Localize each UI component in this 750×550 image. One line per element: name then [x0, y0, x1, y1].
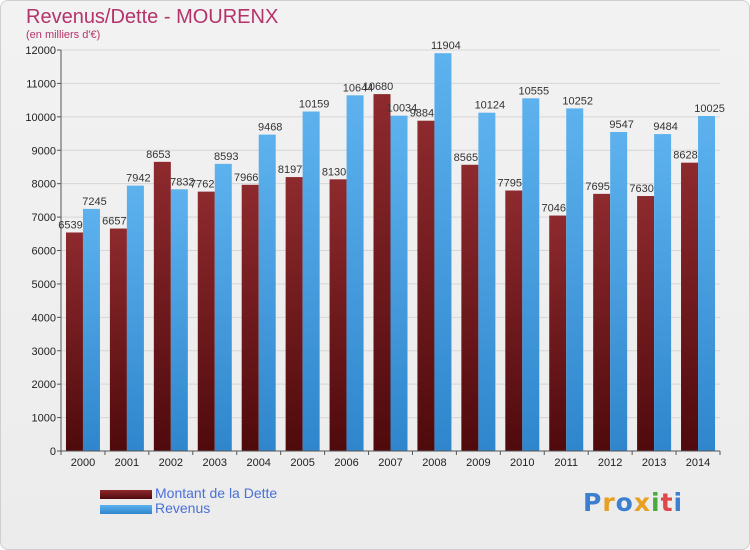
data-label-revenus: 10555: [519, 85, 550, 97]
data-label-revenus: 11904: [431, 40, 461, 52]
data-label-dette: 7630: [629, 183, 653, 195]
data-label-dette: 8628: [673, 150, 697, 162]
data-label-dette: 7762: [190, 179, 214, 191]
x-tick-label: 2012: [598, 457, 622, 469]
bar-dette: [593, 193, 611, 451]
y-tick-label: 11000: [26, 78, 56, 90]
bar-dette: [417, 120, 435, 452]
y-tick-label: 4000: [32, 312, 56, 324]
bar-dette: [681, 162, 699, 451]
y-tick-label: 0: [50, 446, 56, 458]
proxiti-logo: Proxiti: [583, 488, 684, 517]
bar-dette: [505, 190, 523, 451]
data-label-revenus: 9484: [653, 121, 677, 133]
data-label-revenus: 7245: [82, 196, 106, 208]
data-label-revenus: 10252: [562, 95, 593, 107]
x-tick-label: 2004: [246, 457, 270, 469]
data-label-revenus: 10124: [475, 100, 506, 112]
y-tick-label: 6000: [32, 246, 56, 258]
data-label-revenus: 8593: [214, 151, 238, 163]
data-label-revenus: 7942: [126, 173, 150, 185]
bar-dette: [461, 164, 479, 451]
y-tick-label: 3000: [32, 346, 56, 358]
data-label-dette: 6539: [58, 219, 82, 231]
bar-dette: [637, 196, 655, 451]
legend-label-dette: Montant de la Dette: [155, 485, 278, 501]
bar-revenus: [214, 163, 232, 451]
y-tick-label: 10000: [25, 112, 56, 124]
data-label-dette: 7695: [585, 181, 609, 193]
x-tick-label: 2003: [203, 457, 227, 469]
y-tick-label: 12000: [25, 45, 56, 57]
bar-revenus: [654, 134, 672, 451]
bar-dette: [109, 228, 127, 451]
legend-label-revenus: Revenus: [155, 500, 211, 516]
bar-revenus: [82, 208, 100, 451]
bar-revenus: [126, 185, 144, 451]
bar-revenus: [610, 131, 628, 452]
bar-revenus: [478, 112, 496, 451]
y-tick-label: 9000: [32, 145, 56, 157]
data-label-revenus: 7832: [170, 176, 194, 188]
axes: 0 1000 2000 3000 4000 5000 6000 7000 8000 9000 100…: [25, 45, 721, 469]
x-tick-label: 2007: [378, 457, 402, 469]
data-label-dette: 8565: [454, 152, 478, 164]
data-label-dette: 7966: [234, 172, 258, 184]
bar-dette: [153, 161, 171, 451]
bars: [65, 53, 716, 452]
bar-revenus: [522, 98, 540, 452]
data-label-revenus: 10159: [299, 99, 330, 111]
x-tick-label: 2000: [71, 457, 95, 469]
x-tick-label: 2008: [422, 457, 446, 469]
y-tick-label: 5000: [32, 279, 56, 291]
x-tick-label: 2009: [466, 457, 490, 469]
data-label-revenus: 9468: [258, 122, 282, 134]
bar-dette: [285, 177, 303, 451]
x-tick-label: 2005: [290, 457, 314, 469]
data-label-dette: 6657: [102, 216, 126, 228]
bar-dette: [197, 191, 215, 452]
y-tick-label: 8000: [32, 179, 56, 191]
x-tick-label: 2013: [642, 457, 666, 469]
bar-dette: [549, 215, 567, 451]
bar-revenus: [566, 108, 584, 452]
bar-revenus: [302, 111, 320, 451]
bar-revenus: [170, 189, 188, 451]
y-tick-label: 1000: [32, 413, 56, 425]
data-label-revenus: 10025: [694, 103, 725, 115]
data-label-dette: 8197: [278, 164, 302, 176]
chart-subtitle: (en milliers d'€): [26, 29, 101, 41]
y-tick-label: 2000: [32, 379, 56, 391]
legend-swatch-dette: [100, 490, 152, 499]
data-label-revenus: 10034: [387, 103, 418, 115]
bar-revenus: [698, 115, 716, 451]
bar-dette: [329, 179, 347, 451]
data-label-revenus: 10644: [343, 82, 374, 94]
bar-revenus: [434, 53, 452, 451]
data-label-dette: 8653: [146, 149, 170, 161]
bar-dette: [373, 94, 391, 452]
x-tick-label: 2010: [510, 457, 534, 469]
x-tick-label: 2001: [115, 457, 139, 469]
bar-revenus: [346, 95, 364, 452]
bar-revenus: [390, 115, 408, 451]
bar-dette: [241, 184, 259, 451]
data-label-dette: 9884: [410, 108, 434, 120]
data-label-revenus: 9547: [609, 119, 633, 131]
data-label-dette: 10680: [363, 81, 394, 93]
y-tick-label: 7000: [32, 212, 56, 224]
x-tick-label: 2011: [554, 457, 578, 469]
chart-title: Revenus/Dette - MOURENX: [26, 6, 279, 28]
legend-swatch-revenus: [100, 505, 152, 514]
x-tick-label: 2006: [334, 457, 358, 469]
data-label-dette: 8130: [322, 166, 346, 178]
x-tick-label: 2014: [686, 457, 710, 469]
bar-revenus: [258, 134, 276, 451]
bar-dette: [65, 232, 83, 451]
data-label-dette: 7046: [541, 203, 565, 215]
x-tick-label: 2002: [159, 457, 183, 469]
data-label-dette: 7795: [498, 178, 522, 190]
